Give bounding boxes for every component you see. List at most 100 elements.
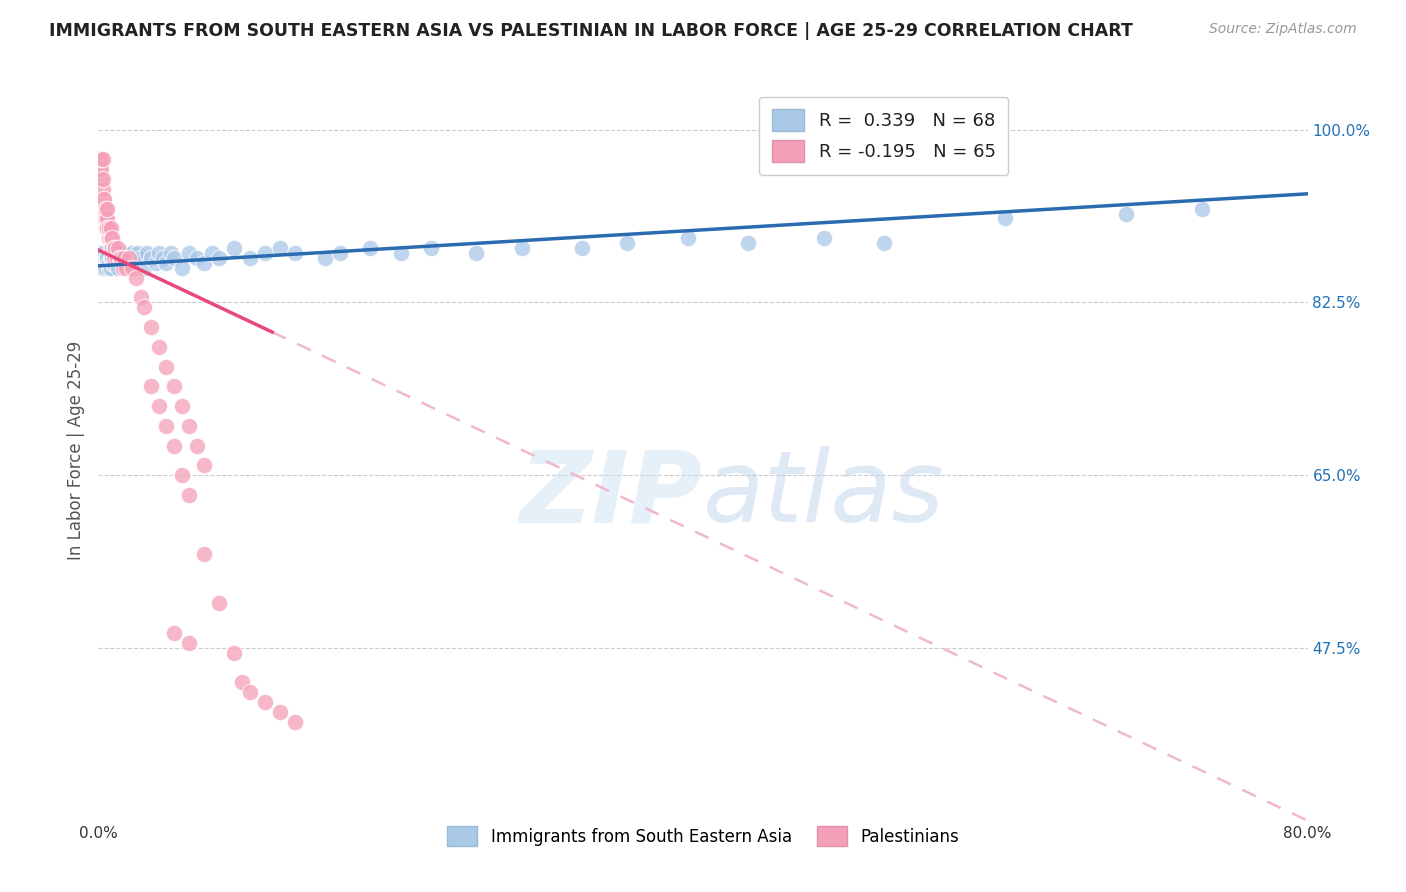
Point (148, 246, 170, 260)
Point (127, 246, 149, 260)
Point (96, 251, 118, 265)
Point (145, 256, 167, 270)
Legend: Immigrants from South Eastern Asia, Palestinians: Immigrants from South Eastern Asia, Pale… (440, 820, 966, 853)
Point (100, 251, 122, 265)
Point (96, 202, 118, 216)
Point (239, 251, 262, 265)
Point (571, 241, 593, 255)
Point (994, 211, 1017, 226)
Point (224, 646, 246, 660)
Point (193, 458, 215, 473)
Point (155, 418, 177, 433)
Point (186, 438, 208, 452)
Point (676, 231, 699, 245)
Point (186, 251, 208, 265)
Point (269, 241, 291, 255)
Point (170, 399, 193, 413)
Point (737, 236, 759, 251)
Point (91, 251, 114, 265)
Point (105, 251, 128, 265)
Point (93, 260, 115, 275)
Point (329, 246, 352, 260)
Y-axis label: In Labor Force | Age 25-29: In Labor Force | Age 25-29 (66, 341, 84, 560)
Point (465, 246, 488, 260)
Point (104, 251, 127, 265)
Point (224, 241, 246, 255)
Point (208, 597, 231, 611)
Point (93, 246, 115, 260)
Point (510, 241, 533, 255)
Text: ZIP: ZIP (520, 446, 703, 543)
Point (314, 251, 336, 265)
Point (193, 547, 215, 561)
Point (616, 236, 638, 251)
Point (94, 202, 117, 216)
Point (103, 256, 125, 270)
Point (96, 211, 118, 226)
Point (98, 260, 121, 275)
Point (360, 241, 382, 255)
Point (89, 162, 111, 177)
Point (98, 221, 121, 235)
Point (284, 246, 307, 260)
Point (110, 251, 132, 265)
Point (101, 256, 124, 270)
Point (114, 260, 136, 275)
Point (118, 256, 141, 270)
Point (129, 251, 152, 265)
Point (112, 251, 135, 265)
Point (98, 256, 121, 270)
Point (91, 256, 114, 270)
Point (96, 256, 118, 270)
Point (98, 231, 121, 245)
Point (93, 192, 115, 206)
Point (269, 705, 291, 719)
Point (163, 438, 186, 452)
Point (179, 246, 201, 260)
Point (94, 260, 117, 275)
Point (94, 211, 117, 226)
Text: Source: ZipAtlas.com: Source: ZipAtlas.com (1209, 22, 1357, 37)
Point (90, 162, 112, 177)
Point (89, 153, 111, 167)
Point (152, 251, 174, 265)
Point (105, 246, 128, 260)
Point (160, 246, 183, 260)
Point (100, 231, 122, 245)
Point (148, 399, 170, 413)
Point (89, 153, 111, 167)
Point (90, 260, 112, 275)
Point (813, 231, 835, 245)
Point (93, 202, 115, 216)
Point (284, 714, 307, 729)
Point (121, 246, 143, 260)
Point (103, 246, 125, 260)
Point (121, 260, 143, 275)
Point (1115, 206, 1137, 220)
Point (93, 211, 115, 226)
Point (90, 246, 112, 260)
Point (107, 241, 129, 255)
Point (201, 246, 224, 260)
Point (89, 251, 111, 265)
Point (170, 468, 193, 483)
Point (135, 246, 157, 260)
Point (129, 290, 152, 304)
Point (193, 256, 215, 270)
Point (389, 246, 412, 260)
Point (111, 256, 134, 270)
Point (94, 221, 117, 235)
Point (125, 270, 148, 285)
Point (101, 251, 124, 265)
Point (253, 246, 276, 260)
Point (141, 320, 163, 334)
Point (420, 241, 443, 255)
Point (231, 675, 253, 690)
Point (103, 241, 125, 255)
Point (104, 241, 127, 255)
Point (132, 301, 155, 315)
Point (155, 256, 177, 270)
Point (94, 251, 117, 265)
Point (163, 379, 186, 393)
Point (110, 251, 132, 265)
